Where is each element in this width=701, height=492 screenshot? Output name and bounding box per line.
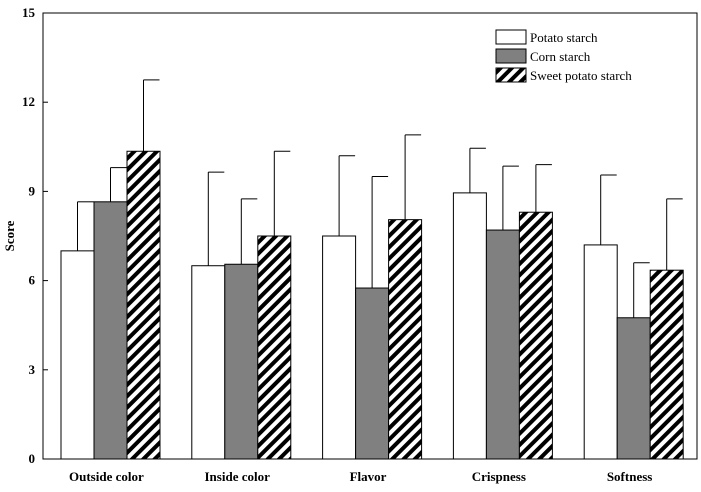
bar-corn-starch — [355, 287, 390, 460]
legend-swatch-sweet-potato-starch — [495, 67, 527, 83]
bar-potato-starch — [322, 235, 357, 460]
bar-sweet-potato-starch — [649, 269, 684, 460]
x-tick-label: Outside color — [69, 469, 144, 484]
legend-label-corn-starch: Corn starch — [530, 49, 591, 64]
y-axis: 0 3 6 9 12 15 — [22, 5, 48, 466]
bar-potato-starch — [60, 250, 95, 460]
bar-potato-starch — [583, 244, 618, 460]
legend: Potato starch Corn starch Sweet potato sta… — [495, 29, 632, 83]
bar-corn-starch — [485, 229, 520, 460]
legend-swatch-potato-starch — [495, 29, 527, 45]
bar-sweet-potato-starch — [257, 235, 292, 460]
bar-sweet-potato-starch — [126, 150, 161, 460]
bar-sweet-potato-starch — [388, 219, 423, 460]
y-axis-title: Score — [2, 220, 17, 251]
bar-corn-starch — [616, 317, 651, 460]
x-tick-label: Inside color — [205, 469, 271, 484]
x-tick-label: Flavor — [350, 469, 387, 484]
y-tick-label: 6 — [29, 273, 36, 288]
y-tick-label: 9 — [29, 183, 36, 198]
y-tick-label: 3 — [29, 362, 36, 377]
y-tick-label: 0 — [29, 451, 36, 466]
bar-sweet-potato-starch — [518, 211, 553, 460]
y-tick-label: 12 — [22, 94, 35, 109]
bar-potato-starch — [191, 265, 226, 460]
x-tick-label: Crispness — [472, 469, 526, 484]
y-tick-label: 15 — [22, 5, 36, 20]
bar-potato-starch — [452, 192, 487, 460]
bar-series — [60, 79, 684, 460]
x-tick-label: Softness — [607, 469, 653, 484]
legend-label-sweet-potato-starch: Sweet potato starch — [530, 68, 632, 83]
bar-corn-starch — [224, 263, 259, 460]
legend-label-potato-starch: Potato starch — [530, 30, 598, 45]
legend-swatch-corn-starch — [495, 48, 527, 64]
x-axis-labels: Outside color Inside color Flavor Crispness… — [69, 469, 652, 484]
bar-corn-starch — [93, 201, 128, 460]
